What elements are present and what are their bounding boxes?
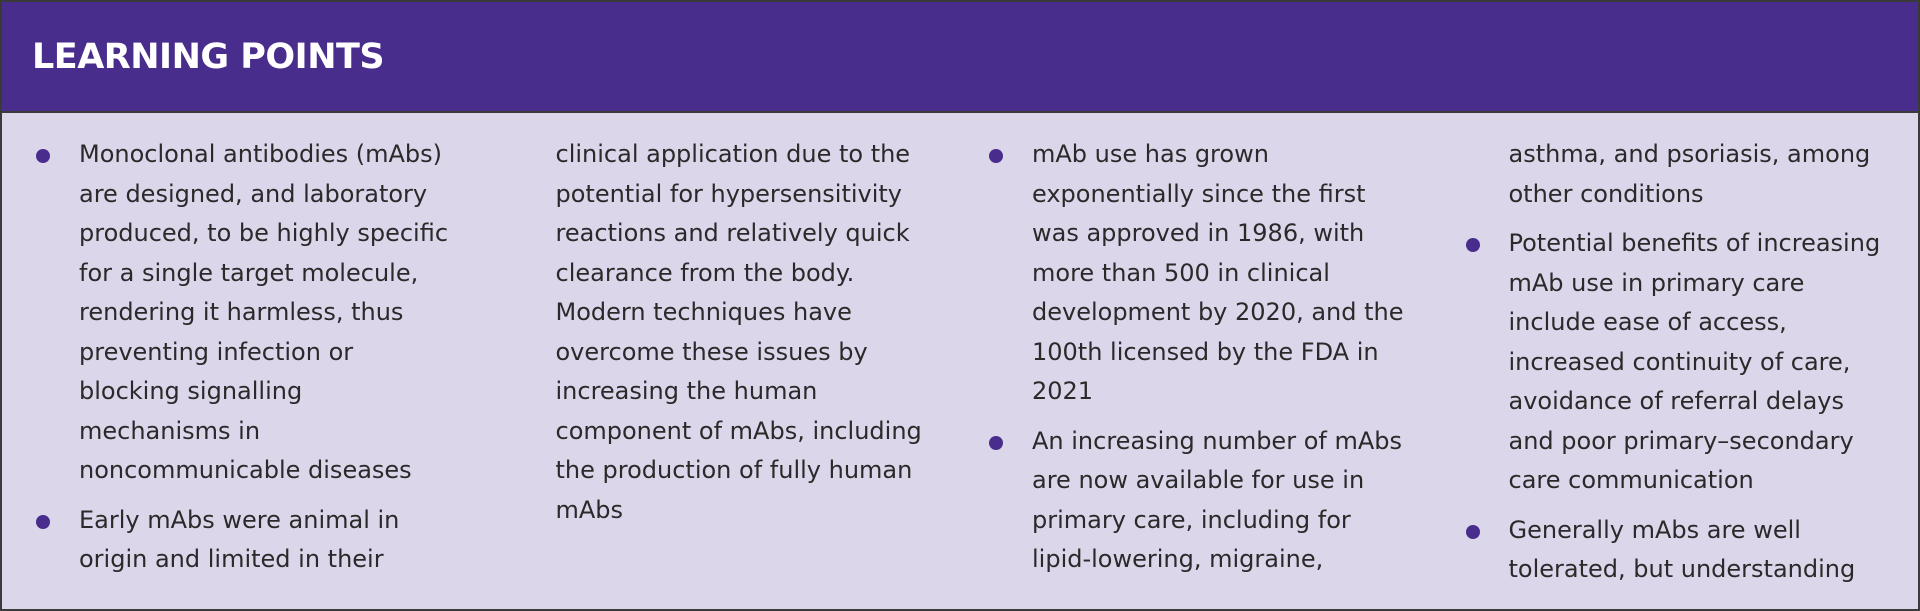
- bullet: [989, 435, 1003, 450]
- points-list: Monoclonal antibodies (mAbs) are designe…: [2, 113, 1918, 605]
- learning-point: mAb use has grown exponentially since th…: [985, 135, 1412, 412]
- bullet: [36, 514, 50, 529]
- bullet: [1465, 238, 1480, 252]
- bullet: [36, 149, 50, 163]
- point-text: Early mAbs were animal in origin and lim…: [79, 140, 922, 573]
- learning-point: Generally mAbs are well tolerated, but u…: [1462, 135, 1919, 605]
- point-text: Potential benefits of increasing mAb use…: [1508, 229, 1881, 494]
- header: LEARNING POINTS: [2, 2, 1918, 113]
- learning-point: An increasing number of mAbs are now ava…: [985, 135, 1888, 605]
- point-text: Generally mAbs are well tolerated, but u…: [1508, 515, 1856, 584]
- bullet: [1465, 524, 1480, 539]
- learning-point: Monoclonal antibodies (mAbs) are designe…: [32, 135, 459, 491]
- bullet: [989, 149, 1003, 163]
- title: LEARNING POINTS: [32, 36, 385, 77]
- learning-point: Potential benefits of increasing mAb use…: [1462, 224, 1889, 501]
- point-text: Monoclonal antibodies (mAbs) are designe…: [79, 140, 449, 484]
- learning-point: Early mAbs were animal in origin and lim…: [32, 135, 935, 605]
- point-text: mAb use has grown exponentially since th…: [1032, 140, 1404, 405]
- point-text: An increasing number of mAbs are now ava…: [1032, 140, 1871, 573]
